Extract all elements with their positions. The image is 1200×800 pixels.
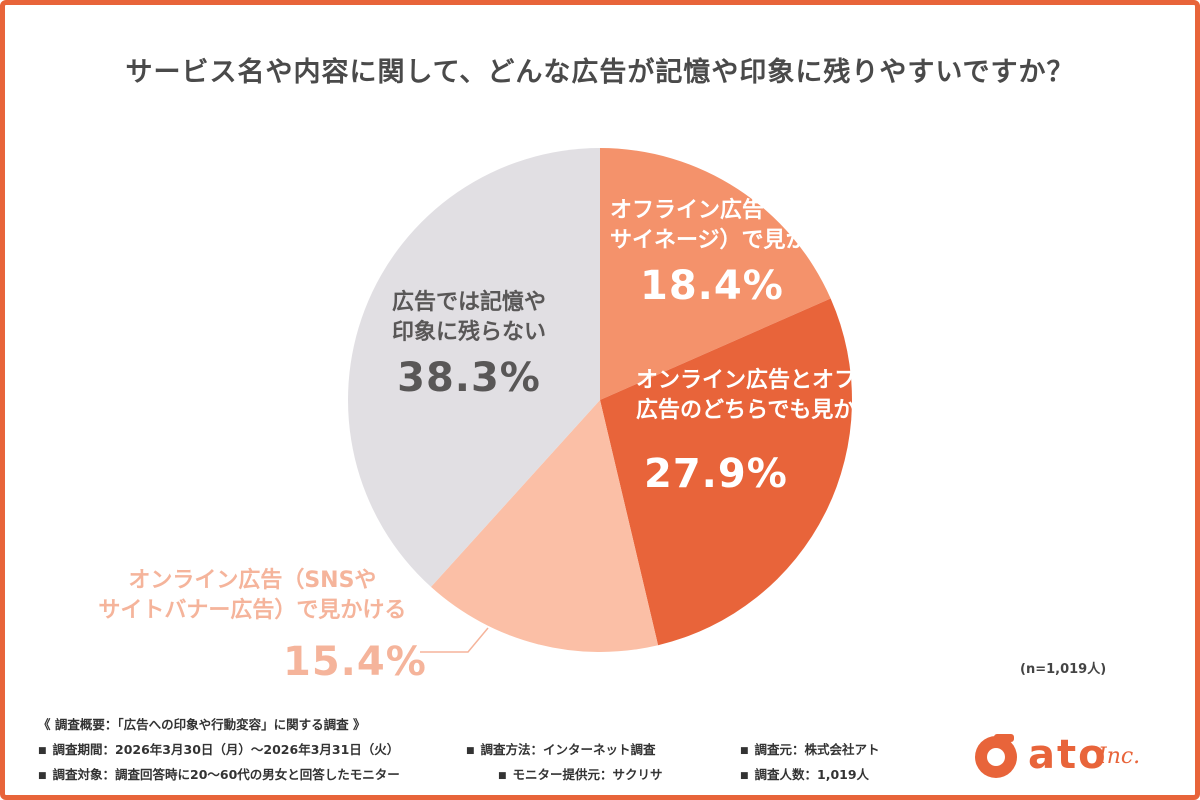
square-bullet-icon: ■ (498, 771, 507, 781)
pie-slice-both (600, 298, 852, 646)
logo-text: ato (1028, 732, 1108, 778)
ato-logo-icon (975, 734, 1017, 778)
survey-count-cell: ■ 調査人数：1,019人 (740, 764, 869, 783)
survey-period: 調査期間：2026年3月30日（月）〜2026年3月31日（火） (52, 742, 400, 757)
square-bullet-icon: ■ (740, 746, 749, 756)
survey-target-cell: ■ 調査対象：調査回答時に20〜60代の男女と回答したモニター (38, 764, 400, 783)
survey-count: 調査人数：1,019人 (754, 767, 870, 782)
survey-period-cell: ■ 調査期間：2026年3月30日（月）〜2026年3月31日（火） (38, 739, 399, 758)
logo-suffix: Inc. (1098, 744, 1141, 769)
survey-header: 《 調査概要：「広告への印象や行動変容」に関する調査 》 (38, 717, 366, 732)
survey-method: 調査方法：インターネット調査 (480, 742, 656, 757)
square-bullet-icon: ■ (740, 771, 749, 781)
survey-method-cell: ■ 調査方法：インターネット調査 (466, 739, 656, 758)
slice-label-offline: オフライン広告（チラシや サイネージ）で見かける 18.4% (610, 196, 874, 313)
slice-offline-value: 18.4% (640, 263, 784, 310)
slice-both-value: 27.9% (644, 451, 788, 498)
survey-target: 調査対象：調査回答時に20〜60代の男女と回答したモニター (52, 767, 400, 782)
survey-source: 調査元：株式会社アト (754, 742, 880, 757)
survey-provider-cell: ■ モニター提供元：サクリサ (498, 764, 663, 783)
survey-provider: モニター提供元：サクリサ (512, 767, 663, 782)
square-bullet-icon: ■ (38, 746, 47, 756)
pie-slices (348, 148, 852, 652)
pie-slice-offline (600, 148, 831, 400)
slice-offline-line2: サイネージ）で見かける (610, 227, 852, 253)
square-bullet-icon: ■ (38, 771, 47, 781)
slice-label-none: 広告では記憶や 印象に残らない 38.3% (392, 288, 546, 405)
sample-size: (n=1,019人) (1020, 662, 1107, 677)
square-bullet-icon: ■ (466, 746, 475, 756)
slice-online-line1: オンライン広告（SNSや (128, 568, 377, 593)
slice-none-line2: 印象に残らない (392, 319, 547, 345)
slice-both-line1: オンライン広告とオフライン (636, 368, 923, 393)
survey-source-cell: ■ 調査元：株式会社アト (740, 739, 880, 758)
slice-both-line2: 広告のどちらでも見かける (636, 397, 900, 423)
slice-none-line1: 広告では記憶や (392, 290, 547, 315)
slice-online-line2: サイトバナー広告）で見かける (98, 597, 407, 623)
pie-slice-none (348, 148, 600, 587)
slice-offline-line1: オフライン広告（チラシや (610, 198, 874, 223)
company-logo: ato Inc. (970, 730, 1160, 784)
leader-line-online (420, 627, 489, 653)
slice-online-value: 15.4% (283, 639, 427, 686)
slice-label-online: オンライン広告（SNSや サイトバナー広告）で見かける 15.4% (78, 566, 427, 689)
slice-label-both: オンライン広告とオフライン 広告のどちらでも見かける 27.9% (636, 366, 922, 501)
pie-slice-online (430, 400, 659, 652)
chart-title: サービス名や内容に関して、どんな広告が記憶や印象に残りやすいですか？ (125, 57, 1075, 88)
slice-none-value: 38.3% (397, 355, 541, 402)
